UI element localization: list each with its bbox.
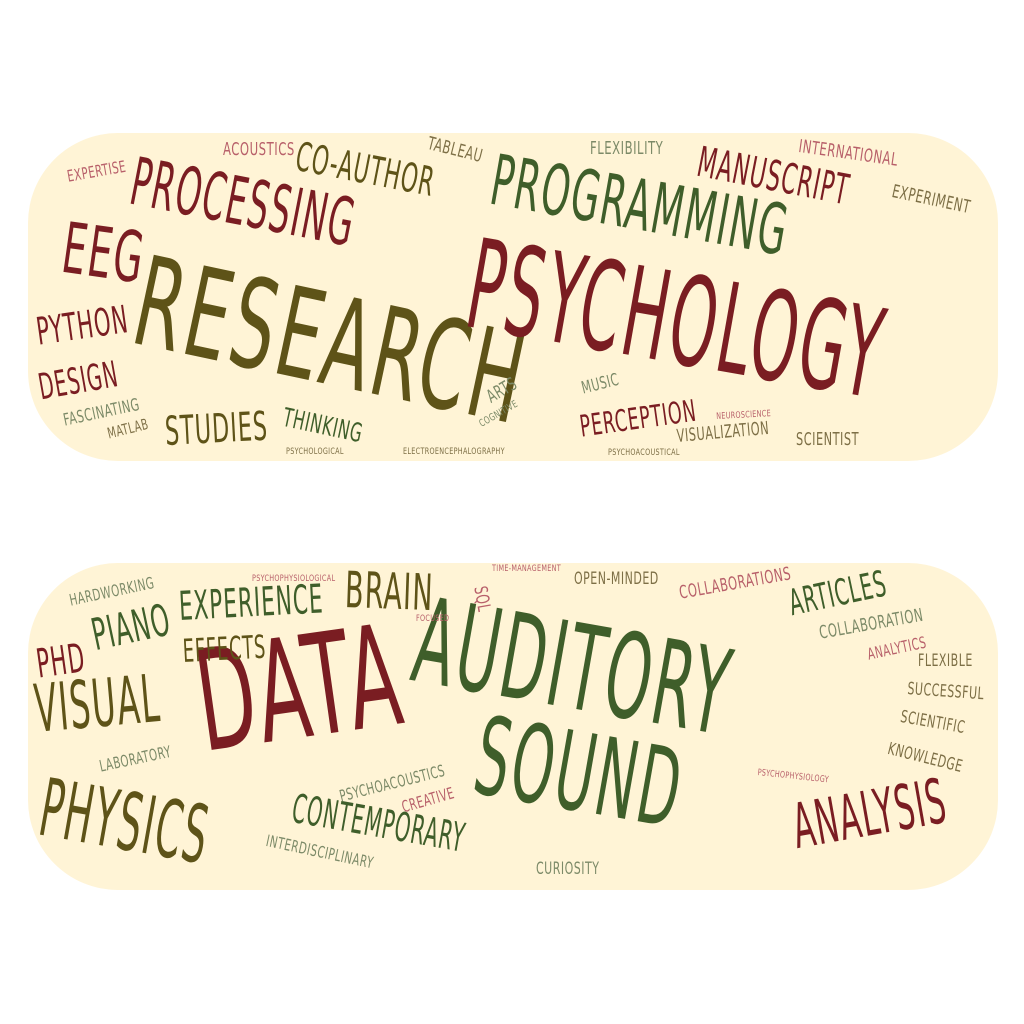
word-flexibility: FLEXIBILITY [590,138,664,159]
word-physics: PHYSICS [33,761,217,883]
word-successful: SUCCESSFUL [906,679,985,705]
word-sql: SQL [469,584,495,614]
word-focused: FOCUSED [416,614,450,624]
word-psychophysiology: PSYCHOPHYSIOLOGY [757,768,830,786]
word-electroencephalography: ELECTROENCEPHALOGRAPHY [403,447,505,457]
word-studies: STUDIES [163,403,270,455]
word-phd: PHD [33,635,89,688]
word-piano: PIANO [87,594,176,661]
word-expertise: EXPERTISE [65,156,128,186]
word-visualization: VISUALIZATION [675,417,771,447]
word-experiment: EXPERIMENT [890,181,973,219]
word-laboratory: LABORATORY [97,741,173,776]
word-experience: EXPERIENCE [177,576,325,630]
word-collaborations: COLLABORATIONS [677,563,793,604]
word-design: DESIGN [35,354,122,409]
word-open-minded: OPEN-MINDED [574,569,659,589]
word-curiosity: CURIOSITY [536,859,600,879]
word-psychophysiological: PSYCHOPHYSIOLOGICAL [252,574,336,584]
word-cloud-top: RESEARCH PSYCHOLOGY PROGRAMMING PROCESSI… [28,133,998,461]
word-cloud-bottom: AUDITORY DATA SOUND PHYSICS VISUAL ANALY… [28,563,998,890]
word-psychological: PSYCHOLOGICAL [286,447,344,457]
word-time-management: TIME-MANAGEMENT [492,564,561,574]
word-brain: BRAIN [344,563,435,623]
word-acoustics: ACOUSTICS [223,139,295,160]
word-scientific: SCIENTIFIC [898,707,967,739]
word-psychoacoustical: PSYCHOACOUSTICAL [608,448,680,458]
word-effects: EFFECTS [181,627,268,670]
word-python: PYTHON [33,297,132,354]
word-scientist: SCIENTIST [796,429,860,450]
word-sound: SOUND [465,694,693,854]
word-eeg: EEG [57,207,151,300]
word-flexible: FLEXIBLE [918,651,973,671]
